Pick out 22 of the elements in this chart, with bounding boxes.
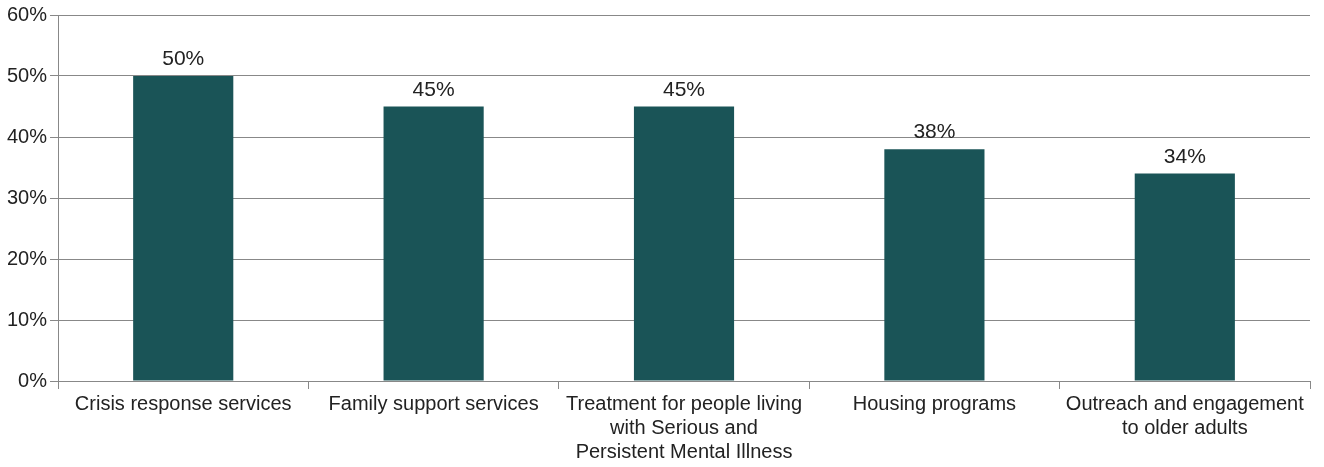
x-tick-label: Outreach and engagement to older adults [1065, 391, 1305, 438]
x-tick-label: Housing programs [852, 391, 1017, 414]
data-label: 38% [913, 119, 956, 143]
bar [133, 76, 234, 381]
data-label: 45% [663, 76, 706, 100]
x-tick-label: Crisis response services [74, 391, 292, 414]
y-tick-label: 60% [7, 2, 48, 25]
x-tick-label: Treatment for people living with Serious and Persistent Mental Illness [565, 391, 803, 462]
y-tick-label: 10% [7, 307, 48, 330]
y-tick-label: 30% [7, 185, 48, 208]
bar [884, 149, 985, 381]
y-tick-label: 20% [7, 246, 48, 269]
x-tick-label: Family support services [328, 391, 539, 414]
data-label: 45% [412, 76, 455, 100]
bar [1134, 173, 1235, 381]
bar [633, 106, 735, 381]
y-tick-label: 50% [7, 63, 48, 86]
bar [383, 106, 484, 381]
data-label: 50% [162, 46, 205, 70]
y-tick-label: 40% [7, 124, 48, 147]
data-label: 34% [1163, 143, 1206, 167]
y-tick-label: 0% [18, 368, 48, 391]
